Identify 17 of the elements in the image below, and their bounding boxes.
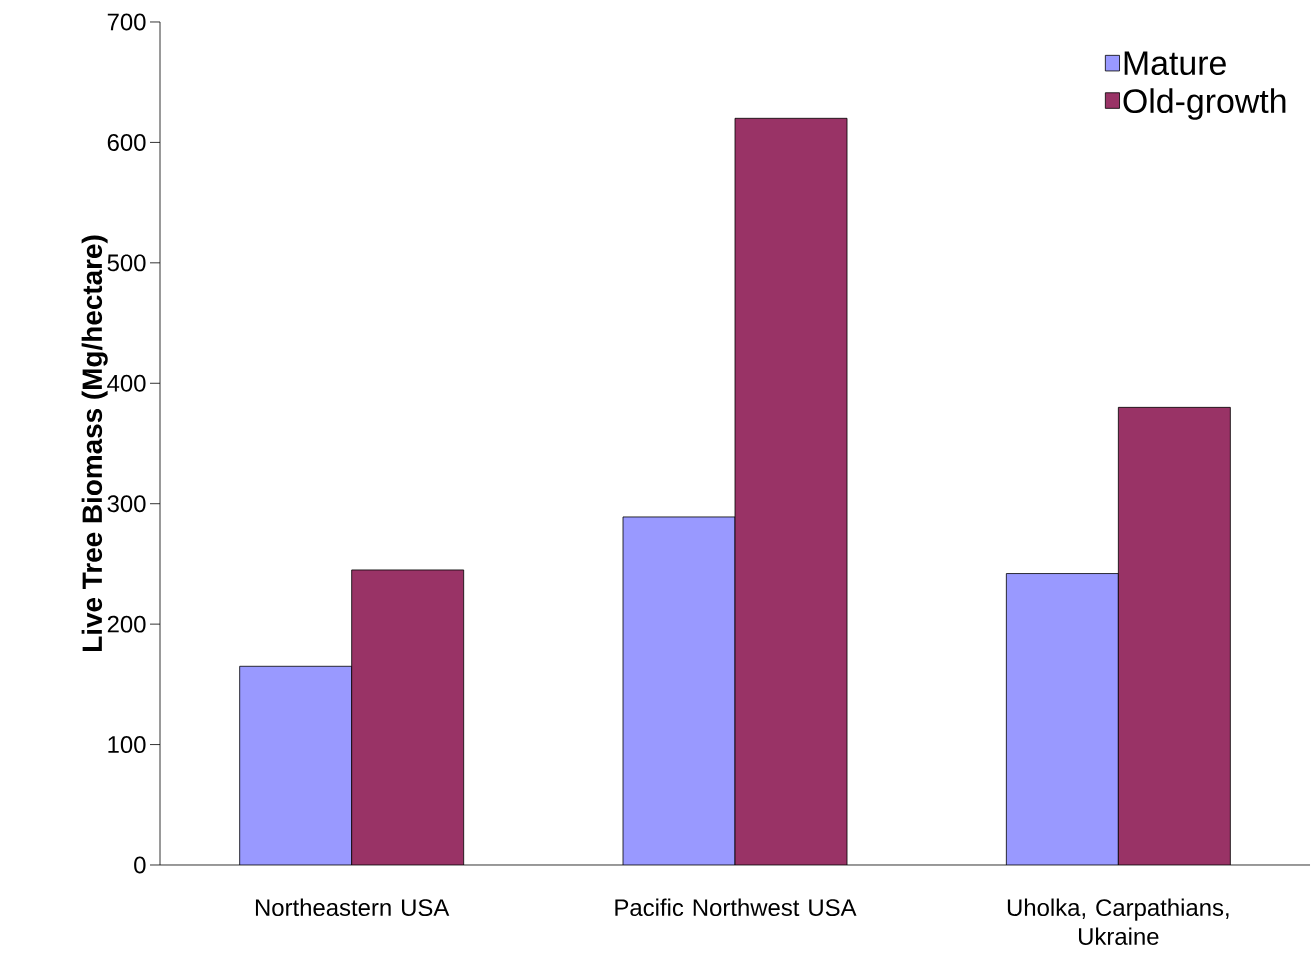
y-tick-label: 100 xyxy=(108,736,146,754)
bar xyxy=(351,569,464,865)
y-tick-label: 200 xyxy=(107,615,146,633)
bar xyxy=(1117,406,1231,865)
y-tick-label: 700 xyxy=(107,13,146,31)
y-tick-label: 300 xyxy=(107,495,146,513)
legend-label: Mature xyxy=(1124,51,1226,76)
y-tick-label: 0 xyxy=(134,856,146,874)
x-tick-label: Northeastern USA xyxy=(255,898,450,917)
bar xyxy=(735,118,848,865)
y-tick-label: 500 xyxy=(107,254,146,272)
y-tick-label: 400 xyxy=(107,374,146,392)
x-tick-label: Uholka, Carpathians, Ukraine xyxy=(1007,898,1229,945)
y-axis-title: Live Tree Biomass (Mg/hectare) xyxy=(81,235,108,651)
legend-label: Old-growth xyxy=(1123,88,1286,120)
y-tick-label: 600 xyxy=(107,133,146,151)
x-tick-label: Pacific Northwest USA xyxy=(615,898,857,917)
